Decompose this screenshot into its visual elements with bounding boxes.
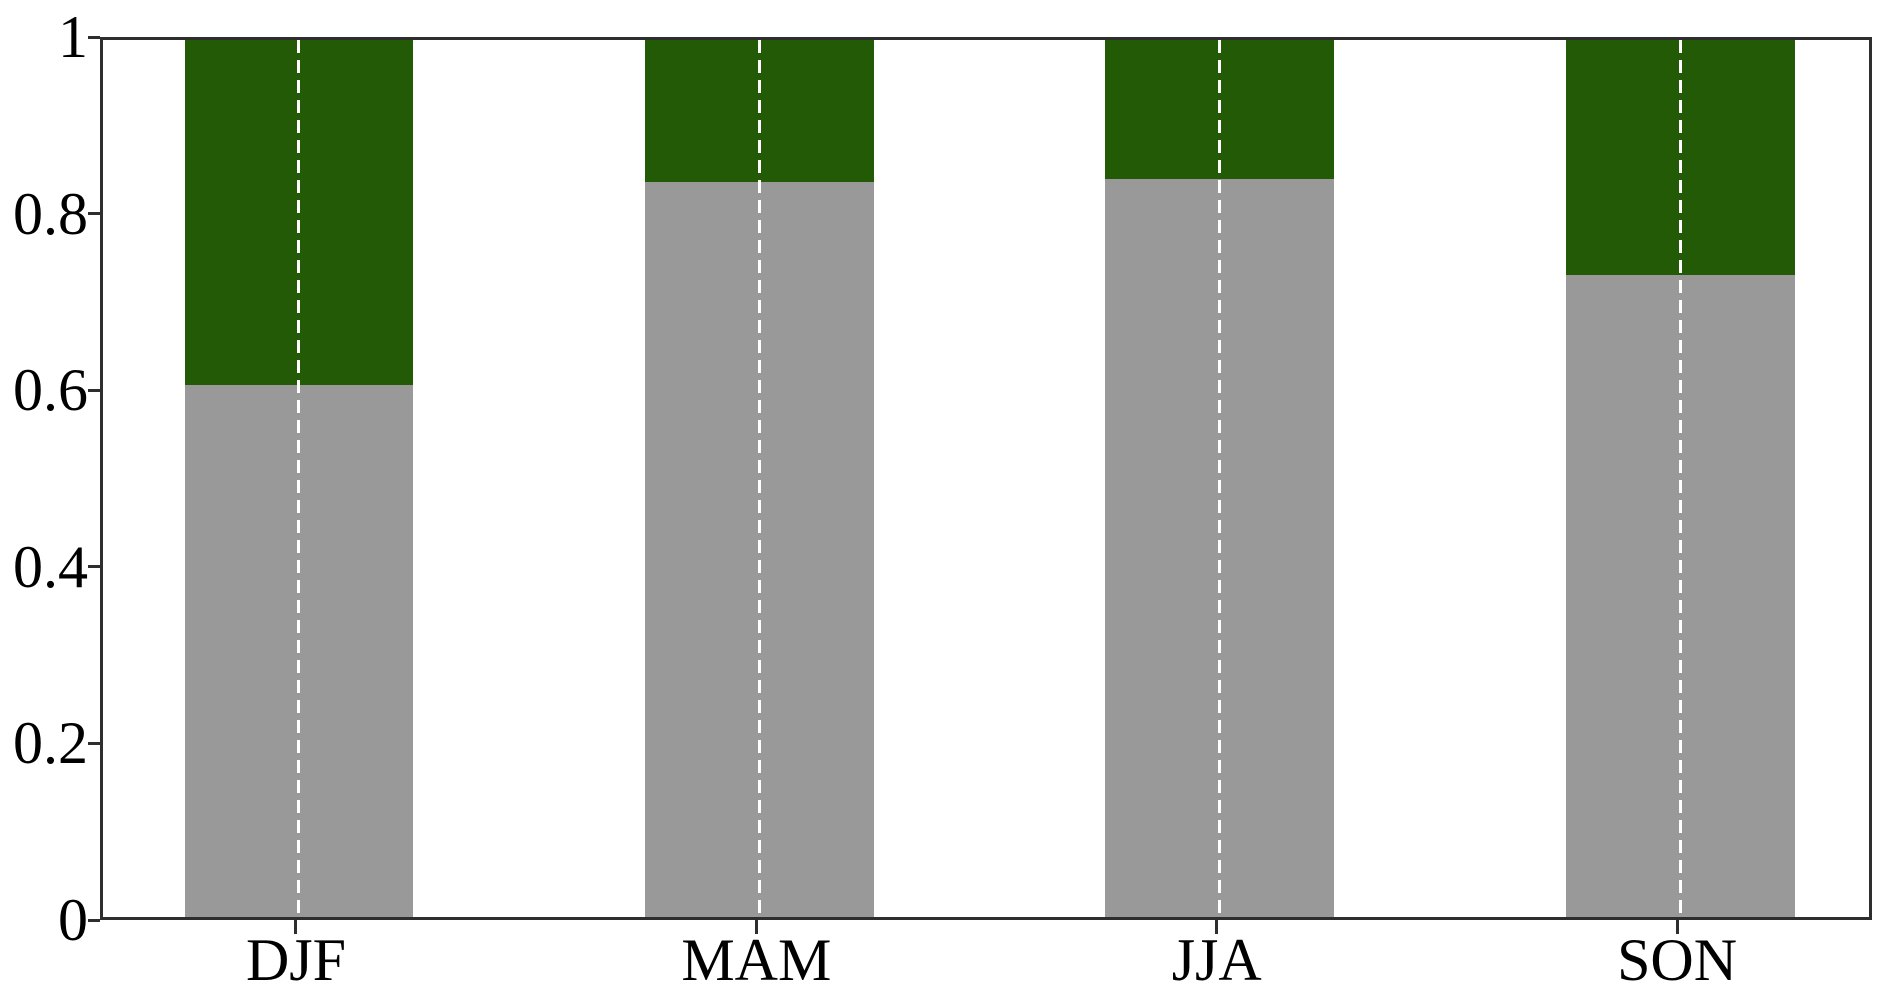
- y-axis-tick-mark: [88, 35, 100, 39]
- y-axis-tick-label: 0.2: [13, 710, 88, 777]
- bar-djf: [184, 40, 414, 917]
- y-axis-tick-mark: [88, 388, 100, 392]
- y-axis-tick-label: 1: [58, 4, 88, 70]
- x-axis-tick-mark: [1215, 920, 1219, 934]
- bar-center-dashed-gridline: [1218, 40, 1222, 917]
- y-axis-tick-label: 0.6: [13, 357, 88, 424]
- y-axis-tick-mark: [88, 212, 100, 216]
- x-axis-tick-label: DJF: [245, 927, 346, 993]
- x-axis-tick-mark: [754, 920, 758, 934]
- x-axis-tick-mark: [1675, 920, 1679, 934]
- bar-center-dashed-gridline: [1678, 40, 1682, 917]
- bar-center-dashed-gridline: [297, 40, 301, 917]
- y-axis-tick-mark: [88, 565, 100, 569]
- y-axis-tick-label: 0.4: [13, 533, 88, 600]
- bar-jja: [1105, 40, 1335, 917]
- bar-son: [1565, 40, 1795, 917]
- y-axis-tick-mark: [88, 918, 100, 922]
- x-axis-tick-label: JJA: [1171, 927, 1262, 993]
- bar-mam: [644, 40, 874, 917]
- y-axis-tick-label: 0: [58, 887, 88, 953]
- x-axis-tick-mark: [294, 920, 298, 934]
- x-axis-tick-label: SON: [1617, 927, 1738, 993]
- x-axis-tick-label: MAM: [681, 927, 832, 993]
- bar-center-dashed-gridline: [757, 40, 761, 917]
- y-axis-tick-mark: [88, 741, 100, 745]
- y-axis-tick-label: 0.8: [13, 180, 88, 247]
- plot-area: [100, 37, 1872, 920]
